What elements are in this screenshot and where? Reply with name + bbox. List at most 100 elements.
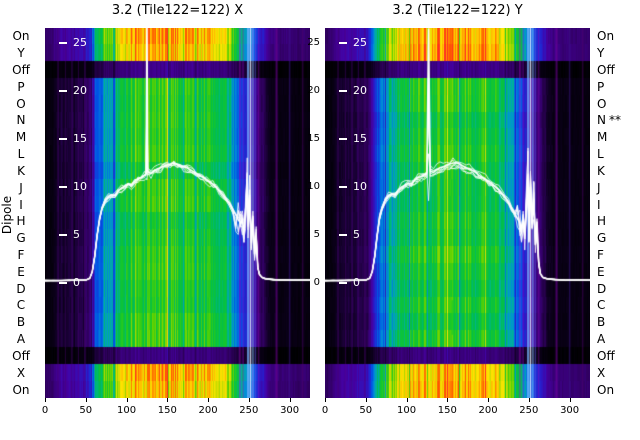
dipole-label: L bbox=[17, 147, 25, 162]
x-tick-mark bbox=[167, 398, 169, 402]
dipole-label: M bbox=[597, 130, 608, 145]
dipole-label: H bbox=[16, 214, 26, 229]
dipole-label-row: A bbox=[597, 333, 608, 345]
dipole-label: J bbox=[597, 180, 601, 195]
dipole-label: E bbox=[17, 264, 25, 279]
dipole-label: B bbox=[597, 315, 606, 330]
dipole-label-row: K bbox=[597, 165, 608, 177]
x-tick-label: 250 bbox=[239, 405, 259, 416]
y-tick-label: 0 bbox=[313, 277, 320, 288]
x-tick-label: 200 bbox=[478, 405, 498, 416]
x-tick-label: 0 bbox=[321, 405, 329, 416]
x-tick-mark bbox=[289, 398, 291, 402]
x-tick-label: 300 bbox=[560, 405, 580, 416]
y-tick-label: 20 bbox=[307, 85, 320, 96]
dipole-label: K bbox=[17, 163, 25, 178]
dipole-label-row: D bbox=[597, 283, 609, 295]
dipole-label-row: E bbox=[597, 266, 608, 278]
dipole-label-row: P bbox=[597, 81, 607, 93]
dipole-label-row: On bbox=[597, 30, 617, 42]
x-tick-label: 50 bbox=[79, 405, 93, 416]
y-tick-label: 10 bbox=[307, 181, 320, 192]
x-tick-label: 100 bbox=[116, 405, 137, 416]
dipole-labels-left: On Y Off P O N M L K J I H G F E D C B A Off X On bbox=[0, 28, 42, 398]
dipole-label: K bbox=[597, 163, 605, 178]
dipole-labels-right: On Y Off P O N ** M L K J bbox=[597, 28, 640, 398]
dipole-label: On bbox=[597, 29, 615, 44]
dipole-label: G bbox=[16, 231, 26, 246]
dipole-label-row: Off bbox=[597, 350, 618, 362]
dipole-label-row: C bbox=[597, 299, 608, 311]
x-tick-mark bbox=[208, 398, 210, 402]
dipole-label-row: G bbox=[597, 232, 609, 244]
dipole-label: Off bbox=[597, 63, 615, 78]
x-tick-mark bbox=[365, 398, 367, 402]
x-tick-mark bbox=[406, 398, 408, 402]
y-ticks-gap: 25 20 15 10 5 0 bbox=[295, 28, 323, 398]
panel-title-y: 3.2 (Tile122=122) Y bbox=[392, 3, 523, 18]
x-tick-label: 200 bbox=[198, 405, 218, 416]
y-tick-label: 5 bbox=[313, 229, 320, 240]
dipole-label: P bbox=[17, 79, 25, 94]
dipole-label-row: Y bbox=[597, 47, 607, 59]
dipole-label: On bbox=[12, 29, 30, 44]
x-tick-label: 100 bbox=[396, 405, 417, 416]
dipole-label-row: X bbox=[597, 367, 608, 379]
x-tick-mark bbox=[85, 398, 87, 402]
x-tick-mark bbox=[248, 398, 250, 402]
x-tick-label: 50 bbox=[359, 405, 373, 416]
dipole-label-row: Off bbox=[597, 64, 618, 76]
x-tick-label: 0 bbox=[41, 405, 49, 416]
dipole-label: Off bbox=[12, 63, 30, 78]
dipole-label: D bbox=[16, 281, 26, 296]
dipole-label: A bbox=[16, 332, 26, 347]
dipole-label-row: F bbox=[597, 249, 607, 261]
dipole-label-row: B bbox=[597, 316, 608, 328]
dipole-label-row: N ** bbox=[597, 114, 621, 126]
dipole-label: O bbox=[597, 96, 607, 111]
x-tick-label: 150 bbox=[437, 405, 457, 416]
dipole-label: F bbox=[597, 248, 604, 263]
dipole-label: I bbox=[597, 197, 601, 212]
dipole-label-row: H bbox=[597, 215, 609, 227]
x-axis-panel-y: 0 50 100 150 200 250 300 bbox=[321, 398, 590, 424]
dipole-label: O bbox=[16, 96, 26, 111]
dipole-label-row: O bbox=[597, 98, 609, 110]
x-tick-mark bbox=[126, 398, 128, 402]
star-annotation: ** bbox=[608, 113, 621, 128]
x-tick-mark bbox=[325, 398, 326, 402]
x-tick-mark bbox=[45, 398, 46, 402]
heatmap-panel-x bbox=[45, 28, 310, 398]
dipole-label: Off bbox=[597, 348, 615, 363]
x-tick-mark bbox=[528, 398, 530, 402]
x-tick-mark bbox=[447, 398, 449, 402]
y-tick-label: 25 bbox=[307, 37, 320, 48]
dipole-label: H bbox=[597, 214, 607, 229]
dipole-label: Y bbox=[597, 46, 605, 61]
dipole-label: X bbox=[597, 365, 606, 380]
dipole-label: C bbox=[16, 298, 26, 313]
dipole-label: Off bbox=[12, 348, 30, 363]
dipole-label: On bbox=[12, 382, 30, 397]
dipole-label: E bbox=[597, 264, 605, 279]
x-tick-mark bbox=[569, 398, 571, 402]
x-tick-label: 250 bbox=[519, 405, 539, 416]
x-tick-label: 150 bbox=[157, 405, 177, 416]
x-tick-mark bbox=[488, 398, 490, 402]
dipole-label: N bbox=[16, 113, 26, 128]
dipole-label: Y bbox=[17, 46, 25, 61]
dipole-label: N bbox=[597, 113, 606, 128]
dipole-label: C bbox=[597, 298, 606, 313]
x-axis-panel-x: 0 50 100 150 200 250 300 bbox=[41, 398, 310, 424]
dipole-label: B bbox=[16, 315, 26, 330]
dipole-label-row: J bbox=[597, 182, 604, 194]
dipole-label-row: I bbox=[597, 199, 604, 211]
dipole-label: D bbox=[597, 281, 607, 296]
x-tick-label: 300 bbox=[280, 405, 300, 416]
panel-title-x: 3.2 (Tile122=122) X bbox=[111, 3, 244, 18]
dipole-label-row: L bbox=[597, 148, 607, 160]
dipole-label: F bbox=[17, 248, 25, 263]
heatmap-panel-y bbox=[325, 28, 590, 398]
y-tick-label: 15 bbox=[307, 133, 320, 144]
